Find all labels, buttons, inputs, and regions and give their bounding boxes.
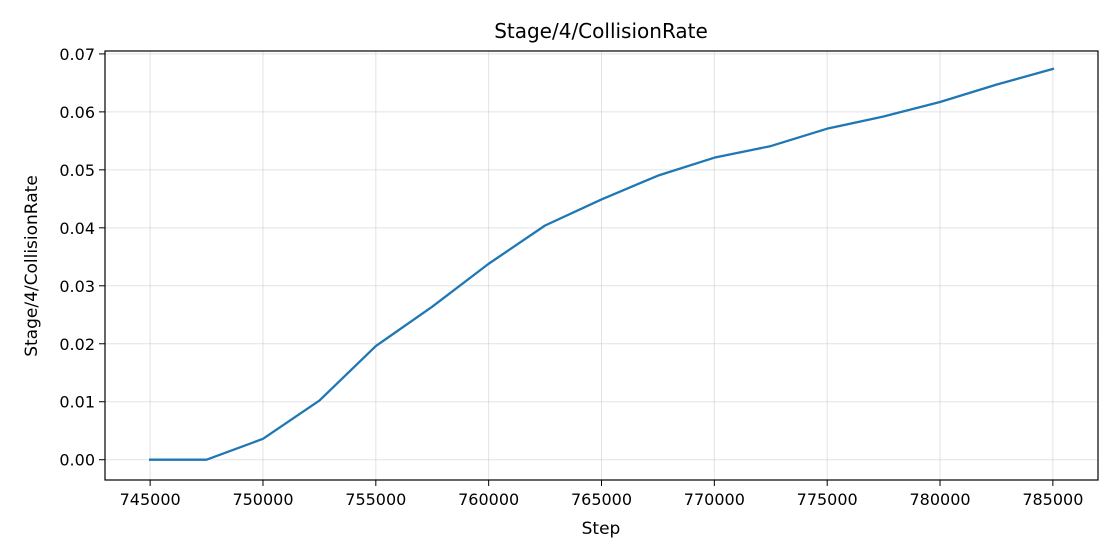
y-tick-label: 0.05 [59, 161, 95, 180]
chart-title: Stage/4/CollisionRate [494, 19, 708, 43]
x-tick-label: 745000 [120, 490, 181, 509]
y-tick-label: 0.04 [59, 219, 95, 238]
y-tick-label: 0.00 [59, 451, 95, 470]
x-tick-label: 770000 [684, 490, 745, 509]
y-tick-label: 0.03 [59, 277, 95, 296]
x-axis-ticks: 745000 750000 755000 760000 765000 770000 7750… [120, 480, 1083, 509]
x-tick-label: 760000 [458, 490, 519, 509]
x-tick-label: 780000 [909, 490, 970, 509]
y-tick-label: 0.02 [59, 335, 95, 354]
series-layer [148, 67, 1055, 461]
x-tick-label: 785000 [1022, 490, 1083, 509]
x-tick-label: 765000 [571, 490, 632, 509]
grid [105, 51, 1098, 480]
y-tick-label: 0.01 [59, 393, 95, 412]
x-tick-label: 775000 [797, 490, 858, 509]
x-axis-label: Step [582, 519, 621, 539]
y-axis-label: Stage/4/CollisionRate [22, 175, 42, 357]
y-tick-label: 0.06 [59, 103, 95, 122]
y-axis-ticks: 0.00 0.01 0.02 0.03 0.04 0.05 0.06 0.07 [59, 45, 105, 470]
series-line [148, 67, 1055, 461]
y-tick-label: 0.07 [59, 45, 95, 64]
x-tick-label: 755000 [345, 490, 406, 509]
x-tick-label: 750000 [232, 490, 293, 509]
